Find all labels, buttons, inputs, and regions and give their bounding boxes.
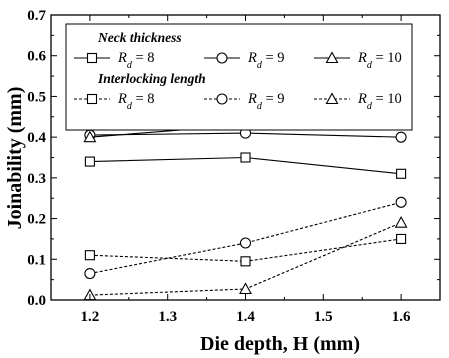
- legend-box: [65, 23, 413, 131]
- y-axis-title: Joinability (mm): [4, 87, 26, 230]
- data-point-square: [240, 152, 251, 163]
- data-point-triangle: [83, 130, 97, 143]
- x-tick-label: 1.5: [314, 309, 333, 325]
- y-tick-label: 0.6: [27, 49, 46, 65]
- data-point-circle: [395, 131, 407, 143]
- x-tick-label: 1.2: [81, 309, 100, 325]
- data-point-circle: [239, 237, 252, 249]
- data-point-square: [396, 168, 407, 179]
- x-tick-label: 1.3: [158, 309, 177, 325]
- legend-label: Rd = 9: [247, 91, 285, 112]
- legend-group-title-interlock: Interlocking length: [97, 71, 206, 86]
- data-point-square: [240, 256, 251, 267]
- legend-group-title-neck: Neck thickness: [97, 30, 182, 45]
- legend: Neck thickness Interlocking length Rd = …: [65, 23, 413, 131]
- axis-ticks: 0.0 0.1 0.2 0.3 0.4 0.5 0.6 0.7 1.2 1.3 1.4 1.5 1.6: [27, 8, 441, 325]
- x-axis-title: Die depth, H (mm): [200, 333, 360, 355]
- legend-circle-marker: [216, 52, 228, 64]
- y-tick-label: 0.2: [27, 212, 46, 228]
- legend-label: Rd = 8: [117, 50, 155, 71]
- x-tick-label: 1.4: [236, 309, 255, 325]
- data-point-square: [396, 233, 407, 244]
- legend-circle-marker: [216, 93, 228, 105]
- legend-triangle-marker: [325, 51, 339, 64]
- data-point-square: [84, 250, 95, 261]
- data-point-circle: [395, 196, 407, 208]
- legend-label: Rd = 8: [117, 91, 155, 112]
- data-point-triangle: [394, 216, 408, 228]
- legend-square-marker: [86, 52, 98, 64]
- y-tick-label: 0.7: [27, 8, 46, 24]
- y-tick-label: 0.5: [27, 89, 46, 105]
- y-tick-label: 0.4: [27, 130, 46, 146]
- y-tick-label: 0.0: [27, 293, 46, 309]
- y-tick-label: 0.1: [27, 252, 46, 268]
- data-point-circle: [84, 267, 96, 280]
- legend-label: Rd = 9: [247, 50, 285, 71]
- y-tick-label: 0.3: [27, 171, 46, 187]
- legend-square-marker: [86, 93, 98, 105]
- data-point-triangle: [239, 282, 252, 295]
- series-layer: [83, 110, 408, 301]
- x-tick-label: 1.6: [392, 309, 411, 325]
- series-line-4: [89, 201, 402, 275]
- legend-triangle-marker: [325, 92, 339, 105]
- data-point-square: [84, 156, 95, 167]
